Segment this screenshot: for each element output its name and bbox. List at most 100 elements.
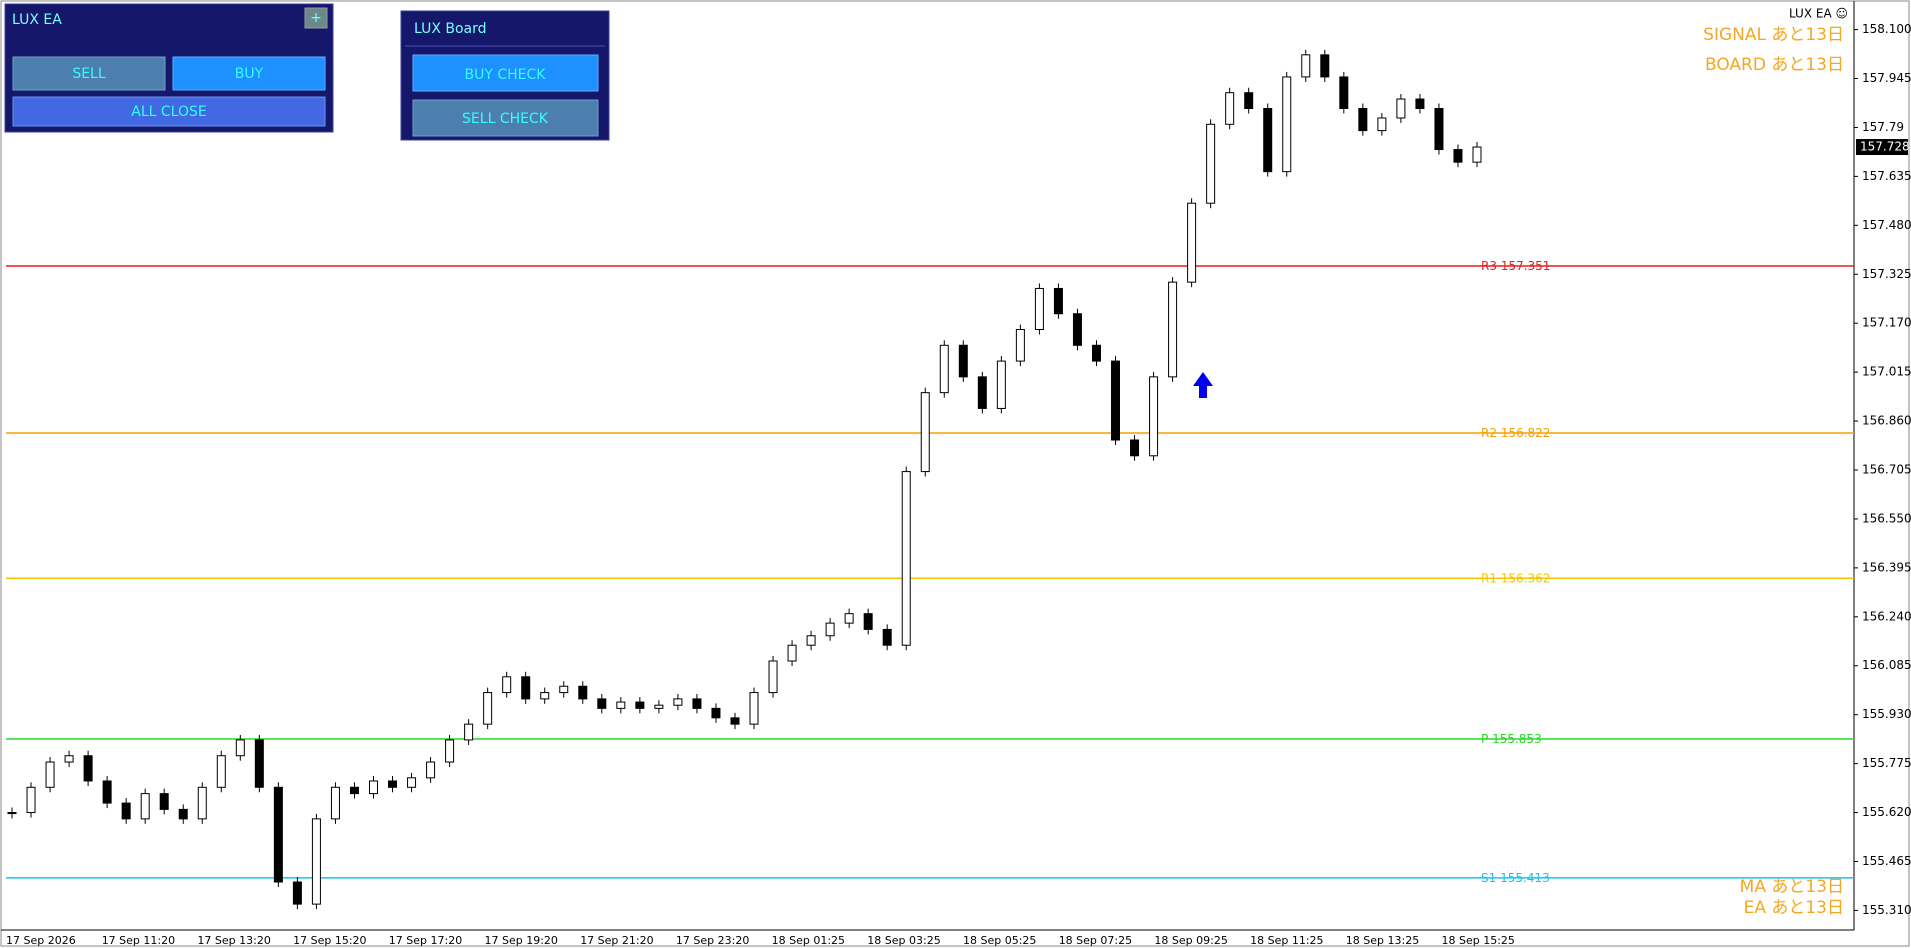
y-tick-label: 156.550 <box>1862 511 1911 525</box>
pivot-name: R2 <box>1481 426 1497 440</box>
candle <box>730 717 740 725</box>
candle <box>996 360 1006 409</box>
candle <box>559 685 569 694</box>
button[interactable] <box>172 56 326 91</box>
signal-arrow <box>1193 372 1213 398</box>
candle <box>654 704 664 709</box>
candle <box>882 628 892 646</box>
button-label[interactable]: BUY CHECK <box>465 67 547 83</box>
candle <box>1130 439 1140 457</box>
candle <box>1263 108 1273 173</box>
y-tick-label: 156.240 <box>1862 609 1911 623</box>
candle <box>178 808 188 820</box>
candle <box>749 692 759 725</box>
candle <box>83 755 93 782</box>
candle <box>1301 54 1311 78</box>
candle <box>216 755 226 788</box>
candle <box>1434 108 1444 151</box>
candle <box>787 644 797 662</box>
candle <box>254 739 264 788</box>
button-label[interactable]: SELL <box>72 66 106 82</box>
candle <box>1168 281 1178 378</box>
y-tick-label: 157.480 <box>1862 218 1911 232</box>
candle <box>45 761 55 788</box>
candle <box>7 812 17 815</box>
y-tick-label: 157.170 <box>1862 316 1911 330</box>
candle <box>1053 287 1063 315</box>
candle <box>1453 149 1463 163</box>
pivot-value: 157.351 <box>1501 259 1551 273</box>
button[interactable] <box>304 7 328 29</box>
annotation: BOARD あと13日 <box>1705 55 1844 75</box>
x-tick-label: 17 Sep 15:20 <box>293 934 366 947</box>
y-tick-label: 157.325 <box>1862 267 1911 281</box>
y-tick-label: 156.705 <box>1862 463 1911 477</box>
candle <box>121 802 131 820</box>
x-tick-label: 18 Sep 01:25 <box>772 934 845 947</box>
candle <box>806 635 816 646</box>
y-tick-label: 156.085 <box>1862 658 1911 672</box>
annotation: EA あと13日 <box>1744 898 1844 918</box>
y-tick-label: 157.79 <box>1862 120 1904 134</box>
candle <box>692 698 702 709</box>
candle <box>635 701 645 709</box>
candle <box>1034 287 1044 331</box>
button-label[interactable]: + <box>310 10 322 26</box>
candle <box>388 780 398 788</box>
x-tick-label: 17 Sep 17:20 <box>389 934 462 947</box>
x-tick-label: 18 Sep 13:25 <box>1346 934 1419 947</box>
y-tick-label: 155.930 <box>1862 707 1911 721</box>
x-tick-label: 17 Sep 23:20 <box>676 934 749 947</box>
pivot-value: 155.413 <box>1500 870 1550 884</box>
y-tick-label: 155.620 <box>1862 805 1911 819</box>
button-label[interactable]: ALL CLOSE <box>131 104 206 120</box>
button[interactable] <box>12 96 326 127</box>
candle <box>292 881 302 905</box>
x-tick-label: 17 Sep 13:20 <box>197 934 270 947</box>
x-tick-label: 18 Sep 03:25 <box>867 934 940 947</box>
button[interactable] <box>412 99 599 137</box>
candle <box>1206 123 1216 204</box>
button-label[interactable]: BUY <box>235 66 264 82</box>
candle <box>349 786 359 795</box>
candle <box>197 786 207 820</box>
candle <box>235 739 245 757</box>
candle <box>1187 202 1197 283</box>
candle <box>673 698 683 706</box>
candle <box>464 723 474 741</box>
candle <box>825 622 835 637</box>
candle <box>711 707 721 719</box>
candle <box>273 786 283 883</box>
y-tick-label: 157.945 <box>1862 71 1911 85</box>
candle <box>1225 92 1235 125</box>
candle <box>901 471 911 646</box>
pivot-label: R1 156.362 <box>1481 571 1550 585</box>
button-label[interactable]: SELL CHECK <box>462 111 549 127</box>
candle <box>311 818 321 905</box>
pivot-value: 156.362 <box>1501 571 1551 585</box>
button[interactable] <box>412 54 599 92</box>
candle <box>1111 360 1121 441</box>
x-tick-label: 18 Sep 05:25 <box>963 934 1036 947</box>
candle <box>1320 54 1330 78</box>
candle <box>521 676 531 700</box>
candle <box>920 392 930 473</box>
candle <box>1339 76 1349 110</box>
pivot-name: R1 <box>1481 571 1497 585</box>
candle <box>1415 98 1425 110</box>
candle <box>1244 92 1254 110</box>
candle <box>26 786 36 814</box>
candle <box>1377 117 1387 132</box>
candle <box>1358 108 1368 132</box>
candle <box>483 692 493 725</box>
pivot-label: R2 156.822 <box>1481 426 1550 440</box>
pivot-name: S1 <box>1481 870 1496 884</box>
button[interactable] <box>12 56 166 91</box>
y-tick-label: 155.465 <box>1862 854 1911 868</box>
candle <box>64 755 74 763</box>
candle <box>597 698 607 709</box>
panel-title: LUX Board <box>414 21 487 37</box>
price-box <box>1856 139 1908 156</box>
